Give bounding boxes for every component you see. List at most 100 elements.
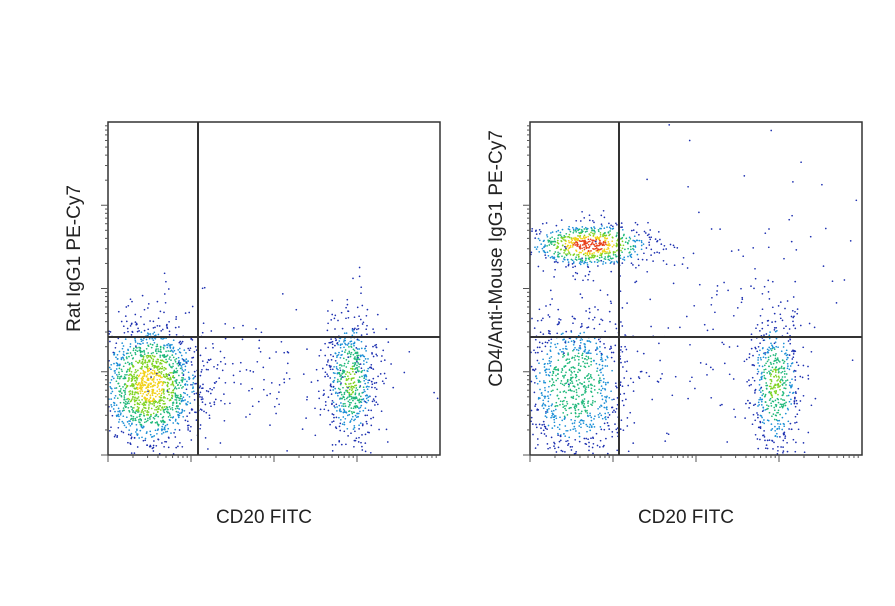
event-dot (352, 407, 355, 410)
event-dot (557, 308, 560, 311)
event-dot (124, 387, 127, 390)
event-dot (134, 392, 136, 394)
event-dot (146, 361, 149, 364)
event-dot (182, 359, 185, 361)
event-dot (564, 435, 567, 437)
event-dot (612, 351, 615, 354)
event-dot (340, 402, 342, 404)
event-dot (561, 383, 564, 386)
event-dot (771, 370, 774, 373)
event-dot (175, 357, 178, 360)
event-dot (345, 411, 348, 414)
event-dot (132, 418, 135, 420)
event-dot (638, 377, 641, 380)
event-dot (533, 369, 536, 372)
event-dot (175, 318, 177, 320)
event-dot (358, 363, 361, 366)
event-dot (792, 353, 795, 355)
event-dot (579, 236, 581, 239)
event-dot (578, 355, 580, 358)
event-dot (134, 351, 137, 354)
event-dot (787, 408, 790, 411)
event-dot (562, 347, 564, 350)
event-dot (181, 380, 184, 382)
event-dot (550, 360, 552, 363)
event-dot (762, 356, 765, 359)
event-dot (162, 431, 165, 434)
event-dot (786, 450, 789, 453)
event-dot (145, 381, 148, 384)
event-dot (154, 400, 156, 402)
event-dot (343, 370, 346, 372)
event-dot (664, 440, 667, 442)
event-dot (162, 408, 165, 411)
event-dot (770, 349, 773, 352)
event-dot (687, 397, 689, 400)
event-dot (152, 320, 155, 323)
event-dot (787, 420, 790, 423)
event-dot (559, 248, 562, 251)
event-dot (140, 362, 143, 364)
event-dot (122, 345, 125, 347)
event-dot (335, 339, 337, 342)
event-dot (588, 251, 591, 253)
event-dot (557, 397, 560, 400)
event-dot (824, 227, 827, 230)
event-dot (635, 266, 637, 269)
event-dot (136, 350, 139, 353)
event-dot (539, 388, 541, 391)
event-dot (364, 394, 367, 397)
event-dot (152, 416, 155, 419)
event-dot (789, 381, 791, 384)
event-dot (638, 239, 641, 242)
event-dot (689, 343, 691, 346)
event-dot (681, 263, 684, 265)
event-dot (114, 394, 117, 397)
event-dot (109, 381, 112, 384)
event-dot (361, 424, 364, 427)
event-dot (563, 418, 566, 420)
event-dot (327, 409, 330, 412)
event-dot (164, 301, 167, 304)
event-dot (621, 307, 624, 309)
event-dot (628, 236, 631, 239)
event-dot (205, 368, 208, 371)
event-dot (179, 340, 182, 343)
event-dot (155, 350, 157, 353)
event-dot (350, 386, 352, 389)
event-dot (632, 390, 635, 392)
event-dot (180, 399, 183, 402)
event-dot (160, 337, 163, 340)
event-dot (345, 390, 347, 392)
event-dot (166, 388, 169, 391)
event-dot (159, 396, 162, 399)
event-dot (174, 395, 177, 398)
event-dot (203, 410, 205, 413)
event-dot (540, 243, 543, 245)
event-dot (531, 317, 533, 320)
event-dot (332, 413, 335, 416)
event-dot (621, 385, 624, 388)
event-dot (770, 129, 773, 132)
event-dot (547, 374, 550, 376)
event-dot (161, 433, 163, 435)
event-dot (251, 405, 254, 408)
event-dot (604, 256, 607, 258)
event-dot (118, 421, 120, 423)
event-dot (129, 434, 132, 436)
event-dot (545, 305, 547, 307)
event-dot (662, 259, 665, 262)
event-dot (158, 378, 161, 381)
event-dot (199, 408, 202, 411)
event-dot (571, 390, 573, 392)
event-dot (323, 393, 326, 395)
event-dot (123, 409, 125, 412)
event-dot (760, 358, 762, 361)
event-dot (135, 360, 137, 363)
event-dot (774, 330, 777, 333)
event-dot (371, 383, 374, 386)
event-dot (775, 337, 778, 340)
event-dot (356, 368, 359, 371)
event-dot (361, 445, 363, 448)
event-dot (207, 390, 210, 393)
